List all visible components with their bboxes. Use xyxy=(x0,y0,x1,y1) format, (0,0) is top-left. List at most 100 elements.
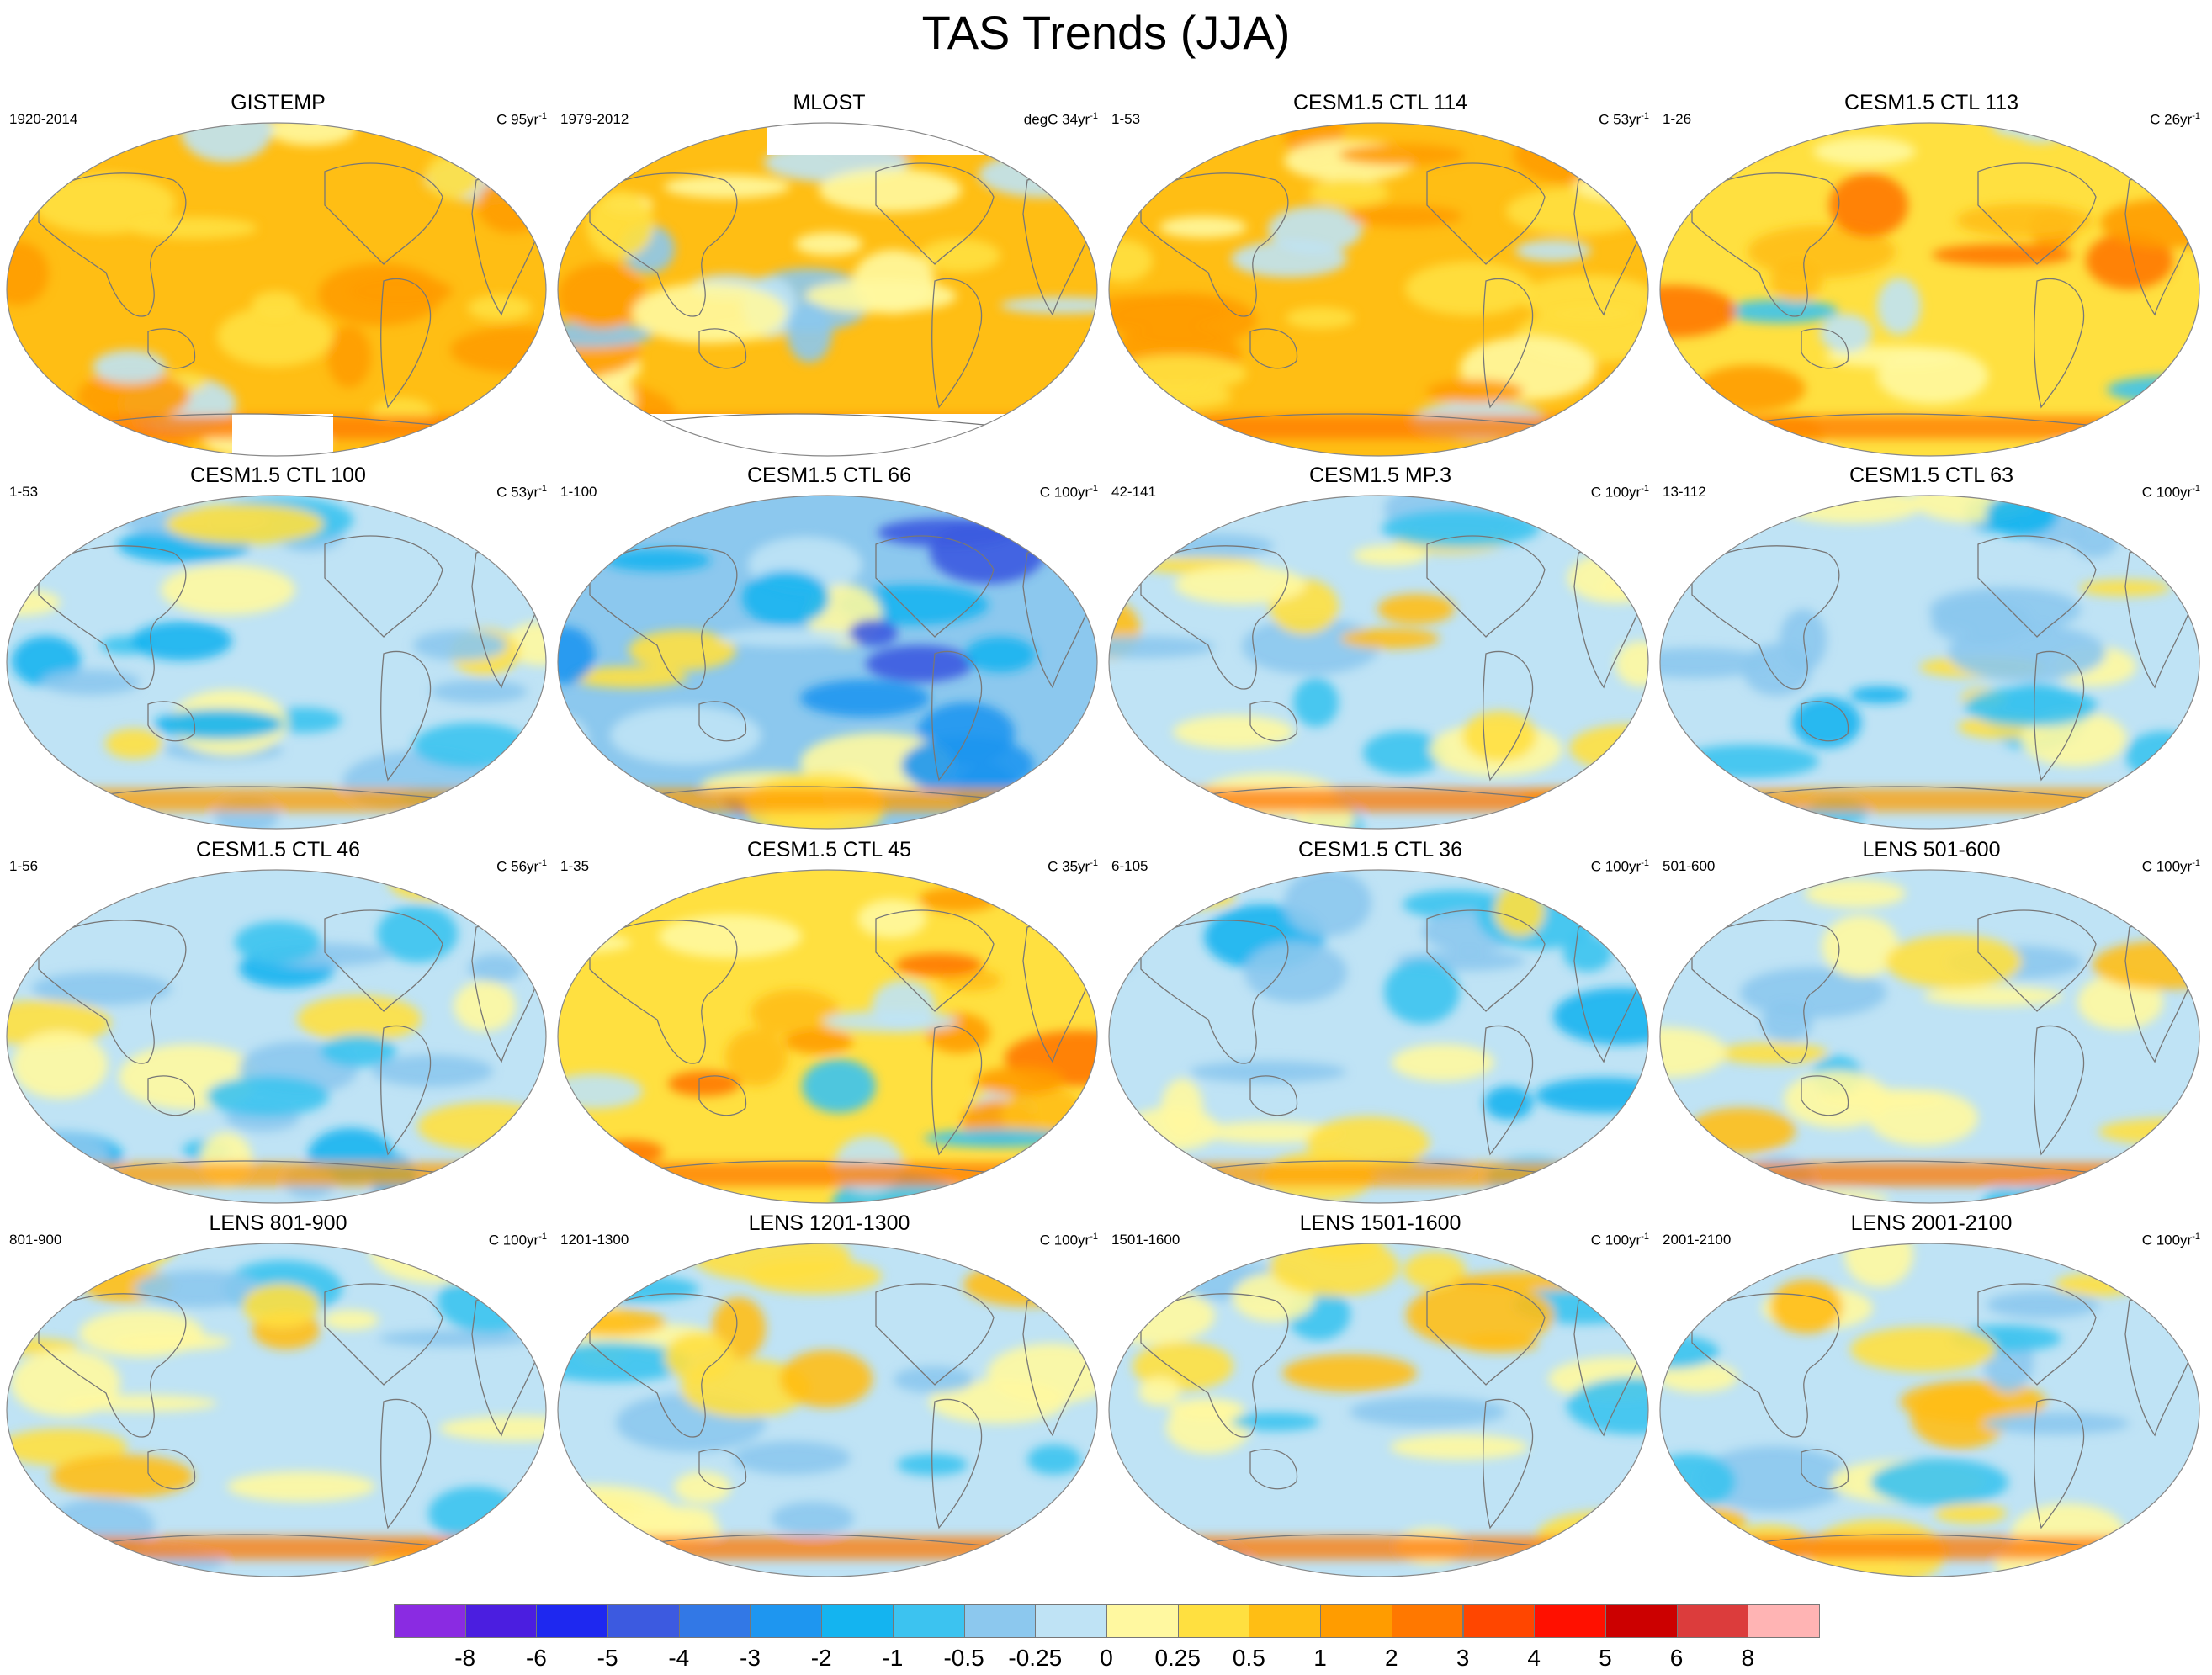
panel-period: 1979-2012 xyxy=(560,111,629,127)
colorbar-tick-label: -4 xyxy=(668,1645,690,1671)
map-panel: CESM1.5 CTL 45 1-35 C 35yr-1 xyxy=(554,838,1105,1216)
colorbar-tick-label: 5 xyxy=(1599,1645,1612,1671)
robinson-map xyxy=(1659,869,2200,1204)
panel-title: CESM1.5 CTL 114 xyxy=(1292,91,1468,114)
map-panel: LENS 1201-1300 1201-1300 C 100yr-1 xyxy=(554,1211,1105,1590)
robinson-map xyxy=(6,122,547,457)
colorbar-tick-label: 6 xyxy=(1669,1645,1684,1671)
panel-title: CESM1.5 CTL 113 xyxy=(1843,91,2019,114)
map-panel: LENS 1501-1600 1501-1600 C 100yr-1 xyxy=(1105,1211,1656,1590)
colorbar-tick-label: 8 xyxy=(1741,1645,1755,1671)
panel-units: C 95yr-1 xyxy=(496,111,547,128)
panel-units: C 100yr-1 xyxy=(2141,858,2200,875)
panel-units: C 100yr-1 xyxy=(1590,858,1649,875)
colorbar-swatch xyxy=(607,1604,680,1638)
robinson-map xyxy=(1108,1243,1649,1577)
robinson-map xyxy=(1108,495,1649,830)
colorbar-swatch xyxy=(1106,1604,1179,1638)
panel-title: LENS 1201-1300 xyxy=(748,1211,910,1235)
panel-period: 801-900 xyxy=(9,1232,62,1248)
panel-title: CESM1.5 CTL 100 xyxy=(190,464,366,487)
colorbar-swatch xyxy=(1320,1604,1392,1638)
robinson-map xyxy=(557,122,1098,457)
colorbar-swatch xyxy=(394,1604,466,1638)
robinson-map xyxy=(6,869,547,1204)
colorbar-tick-label: 0.5 xyxy=(1232,1645,1265,1671)
colorbar-swatch xyxy=(536,1604,609,1638)
panel-title: CESM1.5 CTL 45 xyxy=(747,838,911,861)
map-panel: CESM1.5 MP.3 42-141 C 100yr-1 xyxy=(1105,464,1656,842)
panel-period: 1920-2014 xyxy=(9,111,78,127)
colorbar-tick-label: -1 xyxy=(882,1645,904,1671)
colorbar-swatch xyxy=(1676,1604,1749,1638)
panel-units: C 56yr-1 xyxy=(496,858,547,875)
colorbar-swatch xyxy=(1462,1604,1536,1638)
panel-title: MLOST xyxy=(793,91,866,114)
panel-title: LENS 2001-2100 xyxy=(1850,1211,2013,1235)
colorbar-swatch xyxy=(464,1604,538,1638)
map-panel: LENS 2001-2100 2001-2100 C 100yr-1 xyxy=(1656,1211,2207,1590)
colorbar-tick-label: -2 xyxy=(810,1645,832,1671)
panel-title: LENS 1501-1600 xyxy=(1299,1211,1461,1235)
robinson-map xyxy=(1659,122,2200,457)
panel-period: 2001-2100 xyxy=(1663,1232,1732,1248)
panel-period: 1-53 xyxy=(9,484,39,500)
panel-units: C 100yr-1 xyxy=(1039,1232,1098,1248)
map-panel: CESM1.5 CTL 114 1-53 C 53yr-1 xyxy=(1105,91,1656,469)
colorbar-tick-label: 2 xyxy=(1385,1645,1398,1671)
figure-title: TAS Trends (JJA) xyxy=(921,6,1291,59)
panel-units: C 100yr-1 xyxy=(2141,1232,2200,1248)
colorbar-swatch xyxy=(1534,1604,1606,1638)
colorbar-swatch xyxy=(1249,1604,1322,1638)
map-panel: CESM1.5 CTL 100 1-53 C 53yr-1 xyxy=(3,464,554,842)
panel-units: C 100yr-1 xyxy=(1039,484,1098,501)
panel-units: C 26yr-1 xyxy=(2150,111,2200,128)
panel-period: 6-105 xyxy=(1111,858,1148,874)
panel-period: 501-600 xyxy=(1663,858,1716,874)
colorbar-tick-label: -5 xyxy=(597,1645,618,1671)
map-panel: LENS 801-900 801-900 C 100yr-1 xyxy=(3,1211,554,1590)
panel-units: C 100yr-1 xyxy=(488,1232,547,1248)
robinson-map xyxy=(6,1243,547,1577)
colorbar-tick-label: -6 xyxy=(525,1645,547,1671)
panel-period: 42-141 xyxy=(1111,484,1156,500)
panel-units: C 53yr-1 xyxy=(496,484,547,501)
map-panel: CESM1.5 CTL 66 1-100 C 100yr-1 xyxy=(554,464,1105,842)
panel-units: C 100yr-1 xyxy=(1590,484,1649,501)
robinson-map xyxy=(557,1243,1098,1577)
panel-title: CESM1.5 CTL 36 xyxy=(1298,838,1462,861)
panel-title: CESM1.5 CTL 46 xyxy=(196,838,360,861)
robinson-map xyxy=(1659,495,2200,830)
map-panel: CESM1.5 CTL 46 1-56 C 56yr-1 xyxy=(3,838,554,1216)
panel-title: CESM1.5 CTL 66 xyxy=(747,464,911,487)
robinson-map xyxy=(1108,869,1649,1204)
panel-period: 1-26 xyxy=(1663,111,1692,127)
colorbar-swatch xyxy=(892,1604,965,1638)
map-panel: CESM1.5 CTL 113 1-26 C 26yr-1 xyxy=(1656,91,2207,469)
colorbar-tick-label: -0.5 xyxy=(943,1645,984,1671)
colorbar-swatch xyxy=(963,1604,1037,1638)
robinson-map xyxy=(1659,1243,2200,1577)
colorbar-swatch xyxy=(1035,1604,1107,1638)
colorbar-swatch xyxy=(821,1604,894,1638)
colorbar-tick-label: -0.25 xyxy=(1008,1645,1063,1671)
panel-period: 1201-1300 xyxy=(560,1232,629,1248)
colorbar-tick-label: -8 xyxy=(454,1645,476,1671)
panel-title: GISTEMP xyxy=(231,91,326,114)
panel-title: LENS 801-900 xyxy=(209,1211,347,1235)
panel-units: C 100yr-1 xyxy=(2141,484,2200,501)
colorbar-tick-label: 0 xyxy=(1100,1645,1113,1671)
panel-units: C 53yr-1 xyxy=(1599,111,1649,128)
colorbar-swatch xyxy=(1748,1604,1820,1638)
colorbar-swatch xyxy=(750,1604,823,1638)
panel-units: C 100yr-1 xyxy=(1590,1232,1649,1248)
colorbar-tick-label: 0.25 xyxy=(1154,1645,1201,1671)
colorbar-swatch xyxy=(1177,1604,1250,1638)
map-panel: CESM1.5 CTL 36 6-105 C 100yr-1 xyxy=(1105,838,1656,1216)
colorbar-swatch xyxy=(678,1604,751,1638)
panel-units: C 35yr-1 xyxy=(1048,858,1098,875)
map-panel: LENS 501-600 501-600 C 100yr-1 xyxy=(1656,838,2207,1216)
panel-units: degC 34yr-1 xyxy=(1023,111,1098,128)
panel-title: LENS 501-600 xyxy=(1862,838,2001,861)
panel-period: 1-56 xyxy=(9,858,39,874)
